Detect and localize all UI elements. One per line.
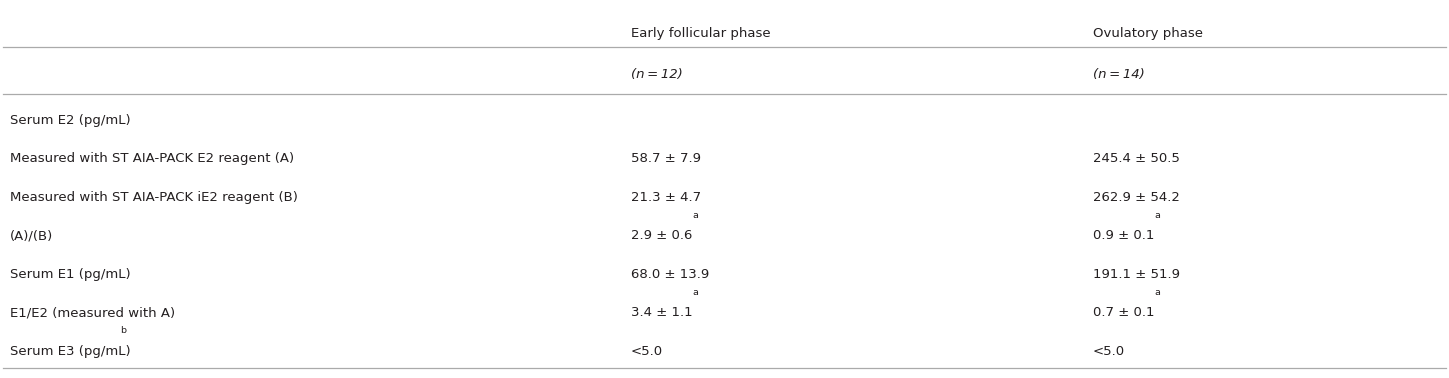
Text: a: a <box>693 211 698 220</box>
Text: a: a <box>1155 288 1161 297</box>
Text: 2.9 ± 0.6: 2.9 ± 0.6 <box>630 229 693 242</box>
Text: 68.0 ± 13.9: 68.0 ± 13.9 <box>630 268 709 280</box>
Text: a: a <box>1155 211 1161 220</box>
Text: Measured with ST AIA-PACK E2 reagent (A): Measured with ST AIA-PACK E2 reagent (A) <box>10 152 294 165</box>
Text: (n = 12): (n = 12) <box>630 68 682 81</box>
Text: (A)/(B): (A)/(B) <box>10 229 54 242</box>
Text: 262.9 ± 54.2: 262.9 ± 54.2 <box>1093 191 1179 204</box>
Text: a: a <box>693 288 698 297</box>
Text: Ovulatory phase: Ovulatory phase <box>1093 27 1203 40</box>
Text: Serum E3 (pg/mL): Serum E3 (pg/mL) <box>10 344 130 358</box>
Text: 0.9 ± 0.1: 0.9 ± 0.1 <box>1093 229 1153 242</box>
Text: 58.7 ± 7.9: 58.7 ± 7.9 <box>630 152 701 165</box>
Text: <5.0: <5.0 <box>630 344 662 358</box>
Text: Serum E1 (pg/mL): Serum E1 (pg/mL) <box>10 268 130 280</box>
Text: <5.0: <5.0 <box>1093 344 1124 358</box>
Text: Early follicular phase: Early follicular phase <box>630 27 771 40</box>
Text: b: b <box>120 326 126 335</box>
Text: 0.7 ± 0.1: 0.7 ± 0.1 <box>1093 306 1153 319</box>
Text: Serum E2 (pg/mL): Serum E2 (pg/mL) <box>10 114 130 127</box>
Text: Measured with ST AIA-PACK iE2 reagent (B): Measured with ST AIA-PACK iE2 reagent (B… <box>10 191 298 204</box>
Text: 21.3 ± 4.7: 21.3 ± 4.7 <box>630 191 701 204</box>
Text: 3.4 ± 1.1: 3.4 ± 1.1 <box>630 306 693 319</box>
Text: 191.1 ± 51.9: 191.1 ± 51.9 <box>1093 268 1179 280</box>
Text: E1/E2 (measured with A): E1/E2 (measured with A) <box>10 306 175 319</box>
Text: (n = 14): (n = 14) <box>1093 68 1145 81</box>
Text: 245.4 ± 50.5: 245.4 ± 50.5 <box>1093 152 1179 165</box>
